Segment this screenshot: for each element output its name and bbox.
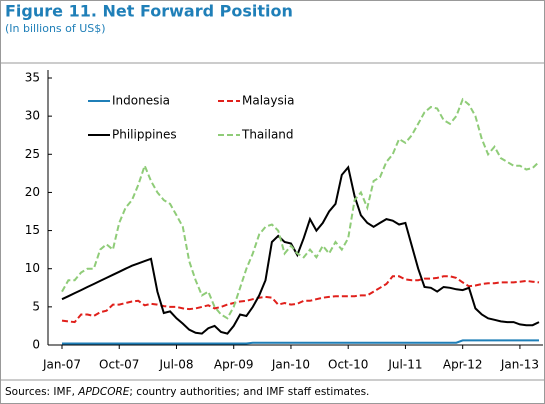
source-part: APDCORE <box>77 386 129 398</box>
y-tick-label: 10 <box>25 261 40 275</box>
x-tick-label: Jan-07 <box>42 358 81 372</box>
x-tick-label: Apr-09 <box>214 358 254 372</box>
x-tick-label: Oct-10 <box>328 358 368 372</box>
legend-label: Indonesia <box>112 94 170 108</box>
x-tick-label: Jul-11 <box>387 358 422 372</box>
series-line <box>62 339 539 345</box>
chart-subtitle: (In billions of US$) <box>5 22 106 35</box>
series-line <box>61 275 540 324</box>
x-tick-label: Jul-08 <box>158 358 193 372</box>
source-part: ; country authorities; and IMF staff est… <box>129 386 369 398</box>
legend-label: Philippines <box>112 128 177 142</box>
x-tick-label: Jan-13 <box>500 358 539 372</box>
x-tick-label: Apr-12 <box>443 358 483 372</box>
y-tick-label: 35 <box>25 71 40 85</box>
series-line <box>61 97 540 320</box>
x-tick-label: Oct-07 <box>99 358 139 372</box>
plot-frame <box>0 62 545 381</box>
y-tick-label: 20 <box>25 185 40 199</box>
series-line <box>61 165 540 335</box>
y-tick-label: 0 <box>32 338 40 352</box>
legend-label: Thailand <box>241 128 294 142</box>
y-tick-label: 30 <box>25 109 40 123</box>
legend-label: Malaysia <box>242 94 294 108</box>
y-tick-label: 5 <box>32 299 40 313</box>
x-tick-label: Jan-10 <box>271 358 310 372</box>
y-tick-label: 25 <box>25 147 40 161</box>
y-tick-label: 15 <box>25 223 40 237</box>
source-part: Sources: IMF, <box>5 386 78 398</box>
source-note: Sources: IMF, APDCORE; country authoriti… <box>5 386 369 398</box>
chart-title: Figure 11. Net Forward Position <box>5 2 293 21</box>
